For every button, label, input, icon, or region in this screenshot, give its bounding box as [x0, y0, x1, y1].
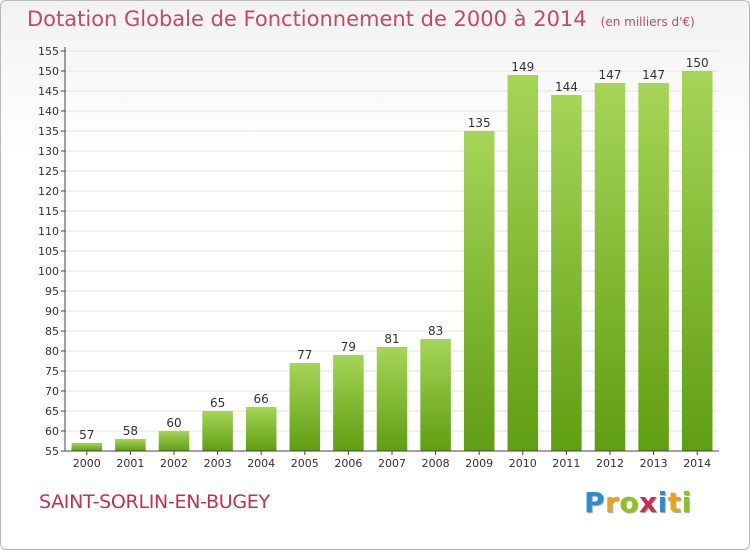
- x-tick-label: 2010: [509, 457, 537, 470]
- logo-letter: r: [605, 486, 620, 519]
- bar-2013: [638, 83, 669, 451]
- y-tick-label: 85: [45, 325, 59, 338]
- y-tick-label: 75: [45, 365, 59, 378]
- data-label: 147: [642, 68, 665, 82]
- x-tick-label: 2007: [378, 457, 406, 470]
- x-tick-label: 2004: [247, 457, 275, 470]
- bar-2009: [463, 131, 495, 451]
- x-tick-label: 2011: [552, 457, 580, 470]
- y-tick-label: 130: [38, 145, 59, 158]
- y-tick-label: 120: [38, 185, 59, 198]
- bar-2011: [551, 95, 582, 451]
- x-tick-label: 2008: [422, 457, 450, 470]
- commune-name: SAINT-SORLIN-EN-BUGEY: [39, 491, 270, 513]
- x-tick-label: 2012: [596, 457, 624, 470]
- bar-2010: [507, 75, 539, 451]
- data-label: 81: [384, 332, 399, 346]
- data-label: 135: [468, 116, 491, 130]
- x-tick-label: 2009: [465, 457, 493, 470]
- bar-2008: [420, 339, 451, 451]
- y-tick-label: 135: [38, 125, 59, 138]
- y-tick-label: 145: [38, 85, 59, 98]
- data-label: 149: [511, 60, 534, 74]
- bar-2012: [594, 83, 626, 451]
- bar-2004: [245, 407, 277, 451]
- data-label: 150: [686, 56, 709, 70]
- bar-2014: [681, 71, 713, 451]
- x-tick-label: 2000: [73, 457, 101, 470]
- logo-letter: i: [657, 486, 668, 519]
- data-label: 60: [166, 416, 181, 430]
- logo-letter: o: [619, 486, 640, 519]
- x-tick-label: 2005: [291, 457, 319, 470]
- y-tick-label: 125: [38, 165, 59, 178]
- y-tick-label: 65: [45, 405, 59, 418]
- bar-2003: [202, 411, 233, 451]
- y-tick-label: 100: [38, 265, 59, 278]
- bars: [71, 71, 713, 451]
- y-tick-label: 55: [45, 445, 59, 458]
- data-label: 65: [210, 396, 225, 410]
- y-tick-label: 90: [45, 305, 59, 318]
- bar-2002: [158, 431, 190, 451]
- chart-title: Dotation Globale de Fonctionnement de 20…: [27, 7, 695, 31]
- y-tick-label: 95: [45, 285, 59, 298]
- data-label: 58: [123, 424, 138, 438]
- data-label: 83: [428, 324, 443, 338]
- data-label: 77: [297, 348, 312, 362]
- x-tick-label: 2001: [116, 457, 144, 470]
- y-tick-label: 150: [38, 65, 59, 78]
- proxiti-logo: Proxiti: [584, 486, 692, 519]
- chart-title-text: Dotation Globale de Fonctionnement de 20…: [27, 7, 587, 31]
- bar-2000: [71, 443, 103, 451]
- y-tick-label: 80: [45, 345, 59, 358]
- bar-2006: [333, 355, 364, 451]
- logo-letter: P: [584, 486, 606, 519]
- bar-2005: [289, 363, 321, 451]
- x-tick-label: 2013: [640, 457, 668, 470]
- data-label: 57: [79, 428, 94, 442]
- y-tick-label: 115: [38, 205, 59, 218]
- data-label: 79: [341, 340, 356, 354]
- y-tick-label: 110: [38, 225, 59, 238]
- bar-2001: [115, 439, 146, 451]
- data-label: 147: [599, 68, 622, 82]
- data-label: 66: [254, 392, 269, 406]
- logo-letter: i: [681, 486, 692, 519]
- logo-letter: t: [667, 486, 682, 519]
- chart-unit: (en milliers d'€): [600, 15, 695, 29]
- y-tick-label: 140: [38, 105, 59, 118]
- axes: [61, 47, 719, 455]
- y-tick-label: 60: [45, 425, 59, 438]
- y-tick-label: 105: [38, 245, 59, 258]
- y-tick-label: 155: [38, 45, 59, 58]
- bar-2007: [376, 347, 408, 451]
- y-tick-label: 70: [45, 385, 59, 398]
- x-tick-label: 2003: [204, 457, 232, 470]
- x-tick-label: 2006: [334, 457, 362, 470]
- x-tick-label: 2014: [683, 457, 711, 470]
- x-tick-label: 2002: [160, 457, 188, 470]
- data-label: 144: [555, 80, 578, 94]
- labels: 55 60 65 70 75 80 85 90 95 100 105 110 115 120 125 130 1…: [38, 45, 711, 470]
- logo-letter: x: [639, 486, 658, 519]
